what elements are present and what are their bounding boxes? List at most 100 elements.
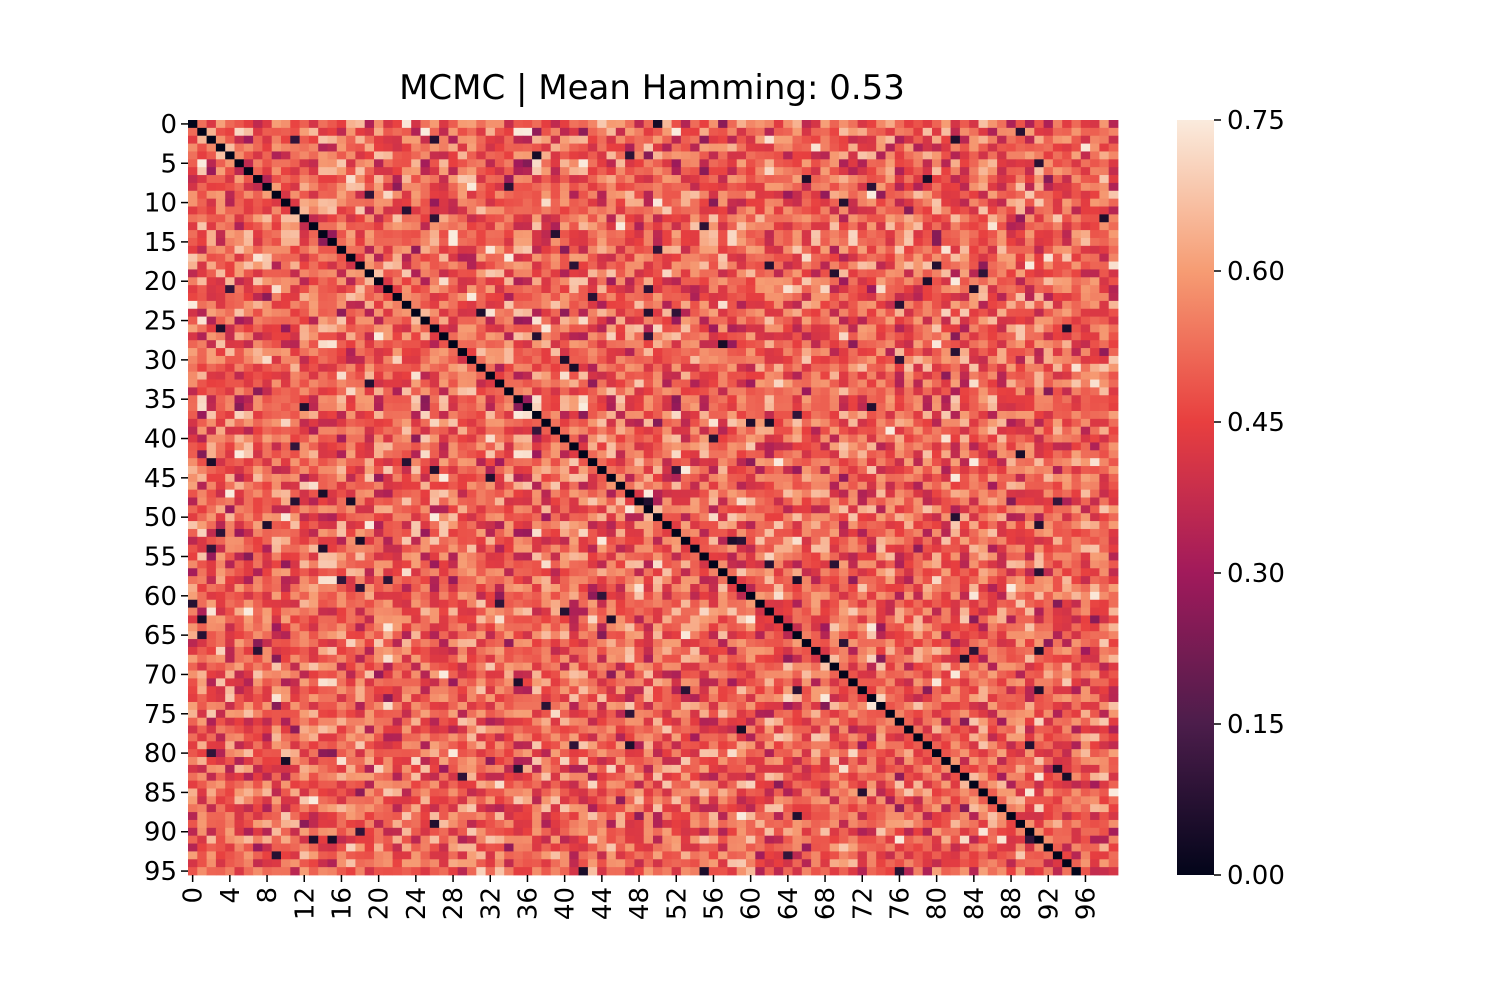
heatmap-cell	[1090, 198, 1100, 207]
heatmap-cell	[262, 340, 273, 349]
heatmap-cell	[987, 269, 998, 278]
heatmap-cell	[318, 505, 328, 514]
heatmap-cell	[290, 277, 300, 286]
heatmap-cell	[755, 426, 765, 435]
heatmap-cell	[1043, 285, 1054, 294]
heatmap-cell	[448, 473, 459, 483]
heatmap-cell	[587, 269, 598, 278]
heatmap-cell	[243, 253, 254, 262]
heatmap-cell	[727, 214, 738, 223]
heatmap-cell	[392, 269, 403, 278]
heatmap-cell	[792, 387, 803, 396]
heatmap-cell	[532, 458, 542, 467]
heatmap-cell	[587, 214, 598, 223]
heatmap-cell	[467, 293, 477, 302]
heatmap-cell	[904, 505, 914, 514]
heatmap-cell	[560, 395, 570, 404]
heatmap-cell	[1108, 466, 1119, 475]
heatmap-cell	[476, 340, 486, 349]
heatmap-cell	[764, 245, 775, 255]
heatmap-cell	[736, 253, 747, 262]
heatmap-cell	[467, 261, 477, 270]
heatmap-cell	[773, 363, 784, 373]
heatmap-cell	[225, 253, 235, 262]
heatmap-cell	[392, 403, 403, 412]
heatmap-cell	[271, 214, 282, 223]
heatmap-cell	[662, 159, 672, 168]
heatmap-cell	[327, 348, 338, 357]
heatmap-cell	[1090, 206, 1100, 215]
heatmap-cell	[606, 159, 617, 168]
heatmap-cell	[978, 277, 989, 286]
heatmap-cell	[801, 505, 812, 514]
heatmap-cell	[1015, 269, 1026, 278]
heatmap-cell	[653, 198, 663, 207]
heatmap-cell	[253, 387, 263, 396]
heatmap-cell	[308, 269, 319, 278]
heatmap-cell	[987, 175, 998, 184]
heatmap-cell	[253, 332, 263, 341]
heatmap-cell	[541, 175, 552, 184]
heatmap-cell	[336, 237, 347, 247]
heatmap-cell	[783, 230, 793, 239]
heatmap-cell	[792, 198, 803, 207]
heatmap-cell	[550, 371, 561, 380]
heatmap-cell	[876, 355, 886, 365]
heatmap-cell	[680, 466, 691, 475]
heatmap-cell	[653, 348, 663, 357]
heatmap-cell	[839, 332, 849, 341]
heatmap-cell	[820, 324, 831, 333]
heatmap-cell	[932, 355, 942, 365]
heatmap-cell	[1015, 332, 1026, 341]
heatmap-cell	[392, 410, 403, 420]
heatmap-cell	[1006, 379, 1017, 388]
heatmap-cell	[550, 222, 561, 231]
heatmap-cell	[532, 403, 542, 412]
heatmap-cell	[643, 285, 654, 294]
heatmap-cell	[634, 489, 645, 498]
heatmap-cell	[578, 190, 589, 200]
heatmap-cell	[1043, 489, 1054, 498]
heatmap-cell	[243, 308, 254, 318]
heatmap-cell	[494, 348, 505, 357]
heatmap-cell	[1034, 285, 1044, 294]
heatmap-cell	[615, 340, 626, 349]
heatmap-cell	[876, 159, 886, 168]
heatmap-cell	[587, 426, 598, 435]
heatmap-cell	[922, 426, 933, 435]
heatmap-cell	[1071, 442, 1082, 451]
heatmap-cell	[271, 237, 282, 247]
heatmap-cell	[885, 214, 896, 223]
heatmap-cell	[680, 355, 691, 365]
heatmap-cell	[262, 308, 273, 318]
heatmap-cell	[783, 167, 793, 176]
heatmap-cell	[253, 253, 263, 262]
heatmap-cell	[197, 426, 207, 435]
heatmap-cell	[243, 434, 254, 443]
heatmap-cell	[699, 182, 710, 192]
heatmap-cell	[243, 135, 254, 144]
heatmap-cell	[978, 395, 989, 404]
heatmap-cell	[606, 410, 617, 420]
heatmap-cell	[262, 481, 273, 491]
heatmap-cell	[336, 277, 347, 286]
heatmap-cell	[281, 143, 291, 152]
heatmap-cell	[215, 261, 226, 270]
heatmap-cell	[997, 355, 1007, 365]
heatmap-cell	[1099, 143, 1110, 152]
heatmap-cell	[894, 379, 905, 388]
heatmap-cell	[439, 230, 449, 239]
heatmap-cell	[494, 143, 505, 152]
heatmap-cell	[308, 442, 319, 451]
heatmap-cell	[578, 230, 589, 239]
heatmap-cell	[885, 379, 896, 388]
heatmap-cell	[932, 190, 942, 200]
heatmap-cell	[997, 308, 1007, 318]
heatmap-cell	[736, 151, 747, 160]
heatmap-cell	[308, 206, 319, 215]
heatmap-cell	[1034, 135, 1044, 144]
heatmap-cell	[606, 261, 617, 270]
heatmap-cell	[336, 300, 347, 310]
heatmap-cells	[188, 120, 1119, 876]
heatmap-cell	[234, 198, 245, 207]
